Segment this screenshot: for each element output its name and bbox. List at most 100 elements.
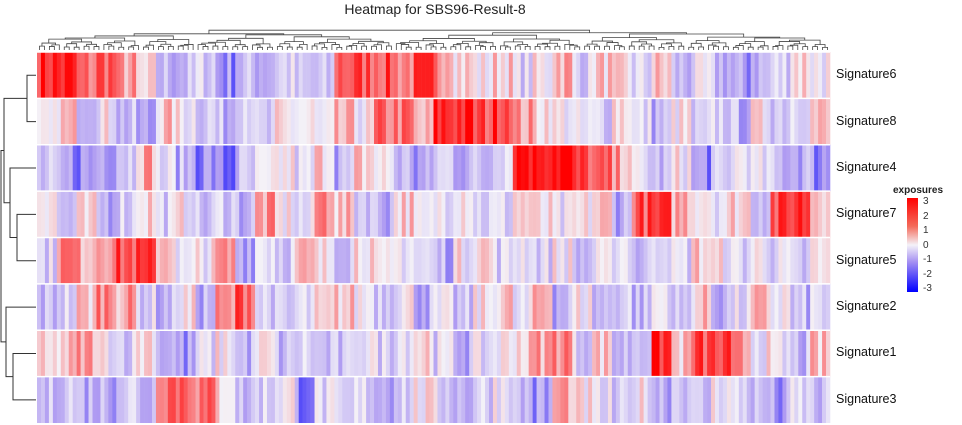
heatmap-cell — [64, 376, 70, 424]
heatmap-cell — [489, 283, 494, 331]
heatmap-cell — [124, 98, 129, 145]
heatmap-cell — [136, 330, 141, 377]
heatmap-cell — [607, 376, 613, 424]
heatmap-cell — [528, 52, 533, 99]
heatmap-cell — [806, 144, 811, 192]
heatmap-cell — [120, 376, 125, 424]
heatmap-cell — [374, 376, 379, 424]
row-label: Signature6 — [836, 67, 897, 82]
heatmap-cell — [675, 330, 680, 377]
heatmap-cell — [263, 283, 268, 331]
heatmap-cell — [496, 237, 502, 284]
heatmap-cell — [346, 330, 351, 377]
heatmap-cell — [266, 98, 272, 145]
heatmap-cell — [362, 98, 367, 145]
heatmap-cell — [568, 330, 573, 377]
heatmap-cell — [556, 191, 561, 238]
heatmap-cell — [294, 52, 299, 99]
heatmap-cell — [754, 52, 759, 99]
heatmap-cell — [437, 237, 442, 284]
heatmap-cell — [318, 237, 323, 284]
heatmap-cell — [711, 98, 716, 145]
heatmap-cell — [441, 330, 446, 377]
column-dendrogram-branch — [405, 46, 412, 50]
heatmap-cell — [461, 144, 466, 192]
heatmap-cell — [318, 191, 323, 238]
heatmap-cell — [560, 330, 565, 377]
heatmap-cell — [667, 191, 672, 238]
heatmap-cell — [243, 283, 248, 331]
heatmap-cell — [449, 144, 454, 192]
heatmap-cell — [703, 98, 708, 145]
heatmap-cell — [651, 144, 656, 192]
heatmap-cell — [132, 237, 137, 284]
column-dendrogram-branch — [492, 32, 687, 36]
heatmap-cell — [385, 283, 391, 331]
heatmap-cell — [774, 191, 779, 238]
heatmap-cell — [243, 144, 248, 192]
heatmap-cell — [219, 237, 224, 284]
heatmap-cell — [465, 98, 470, 145]
heatmap-cell — [588, 191, 593, 238]
heatmap-cell — [758, 376, 763, 424]
heatmap-cell — [243, 191, 248, 238]
heatmap-cell — [607, 330, 613, 377]
heatmap-cell — [429, 98, 434, 145]
heatmap-cell — [322, 283, 327, 331]
heatmap-cell — [794, 330, 799, 377]
heatmap-cell — [159, 191, 165, 238]
heatmap-cell — [116, 144, 121, 192]
heatmap-cell — [492, 330, 498, 377]
heatmap-cell — [334, 144, 339, 192]
heatmap-cell — [778, 98, 783, 145]
heatmap-cell — [643, 191, 648, 238]
heatmap-cell — [354, 191, 359, 238]
heatmap-cell — [489, 376, 494, 424]
column-dendrogram-branch — [73, 46, 80, 50]
heatmap-cell — [707, 330, 712, 377]
heatmap-cell — [473, 330, 478, 377]
heatmap-cell — [84, 52, 89, 99]
heatmap-cell — [675, 98, 680, 145]
heatmap-cell — [163, 98, 169, 145]
column-dendrogram-branch — [760, 45, 769, 50]
heatmap-cell — [247, 144, 252, 192]
heatmap-cell — [155, 144, 161, 192]
heatmap-cell — [203, 237, 208, 284]
heatmap-cell — [659, 237, 664, 284]
heatmap-cell — [592, 376, 597, 424]
heatmap-cell — [358, 237, 363, 284]
heatmap-cell — [449, 376, 454, 424]
column-dendrogram-branch — [678, 45, 685, 50]
heatmap-cell — [437, 98, 442, 145]
heatmap-cell — [734, 52, 740, 99]
heatmap-cell — [663, 237, 668, 284]
heatmap-cell — [191, 144, 196, 192]
heatmap-cell — [389, 144, 395, 192]
heatmap-cell — [818, 98, 823, 145]
heatmap-cell — [810, 52, 815, 99]
heatmap-cell — [199, 330, 204, 377]
heatmap-cell — [679, 52, 684, 99]
column-dendrogram-branch — [814, 44, 826, 48]
heatmap-cell — [639, 330, 644, 377]
heatmap-cell — [417, 191, 422, 238]
heatmap-cell — [247, 98, 252, 145]
heatmap-cell — [44, 376, 50, 424]
heatmap-cell — [263, 191, 268, 238]
column-dendrogram-branch — [257, 46, 263, 50]
heatmap-cell — [639, 237, 644, 284]
column-dendrogram-branch — [744, 41, 765, 46]
heatmap-cell — [385, 52, 391, 99]
heatmap-cell — [802, 376, 807, 424]
heatmap-cell — [342, 191, 347, 238]
heatmap-cell — [274, 144, 280, 192]
heatmap-cell — [302, 237, 307, 284]
heatmap-cell — [255, 52, 260, 99]
heatmap-cell — [461, 283, 466, 331]
heatmap-cell — [524, 283, 529, 331]
heatmap-cell — [266, 376, 272, 424]
heatmap-cell — [651, 191, 656, 238]
heatmap-cell — [623, 283, 629, 331]
heatmap-cell — [207, 144, 212, 192]
